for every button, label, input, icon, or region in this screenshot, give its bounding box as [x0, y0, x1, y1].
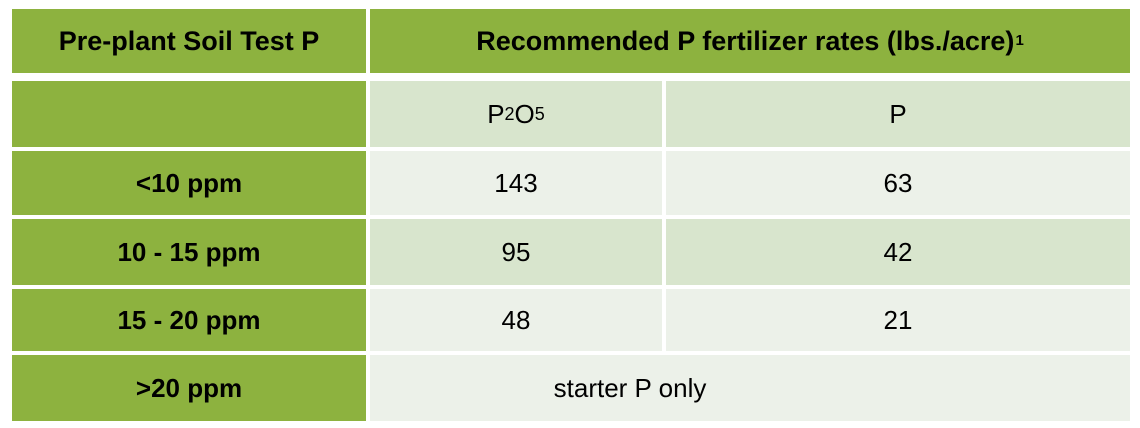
row-2-p2o5: 95: [370, 219, 662, 285]
subheader-empty: [12, 81, 366, 147]
fertilizer-rate-table: Pre-plant Soil Test P Recommended P fert…: [12, 9, 1130, 421]
p2o5-part-p: P: [487, 98, 505, 129]
row-2-p: 42: [666, 219, 1130, 285]
row-1-p2o5: 143: [370, 151, 662, 215]
row-4-soil-test: >20 ppm: [12, 355, 366, 421]
row-2-soil-test: 10 - 15 ppm: [12, 219, 366, 285]
row-3-soil-test: 15 - 20 ppm: [12, 289, 366, 351]
row-4-value: starter P only: [370, 355, 1130, 421]
p2o5-part-o: O: [514, 98, 535, 129]
subheader-p: P: [666, 81, 1130, 147]
header-recommended-rates: Recommended P fertilizer rates (lbs./acr…: [370, 9, 1130, 73]
header-soil-test: Pre-plant Soil Test P: [12, 9, 366, 73]
header-recommended-rates-text: Recommended P fertilizer rates (lbs./acr…: [476, 25, 1015, 56]
row-1-p: 63: [666, 151, 1130, 215]
row-3-p2o5: 48: [370, 289, 662, 351]
row-3-p: 21: [666, 289, 1130, 351]
row-1-soil-test: <10 ppm: [12, 151, 366, 215]
